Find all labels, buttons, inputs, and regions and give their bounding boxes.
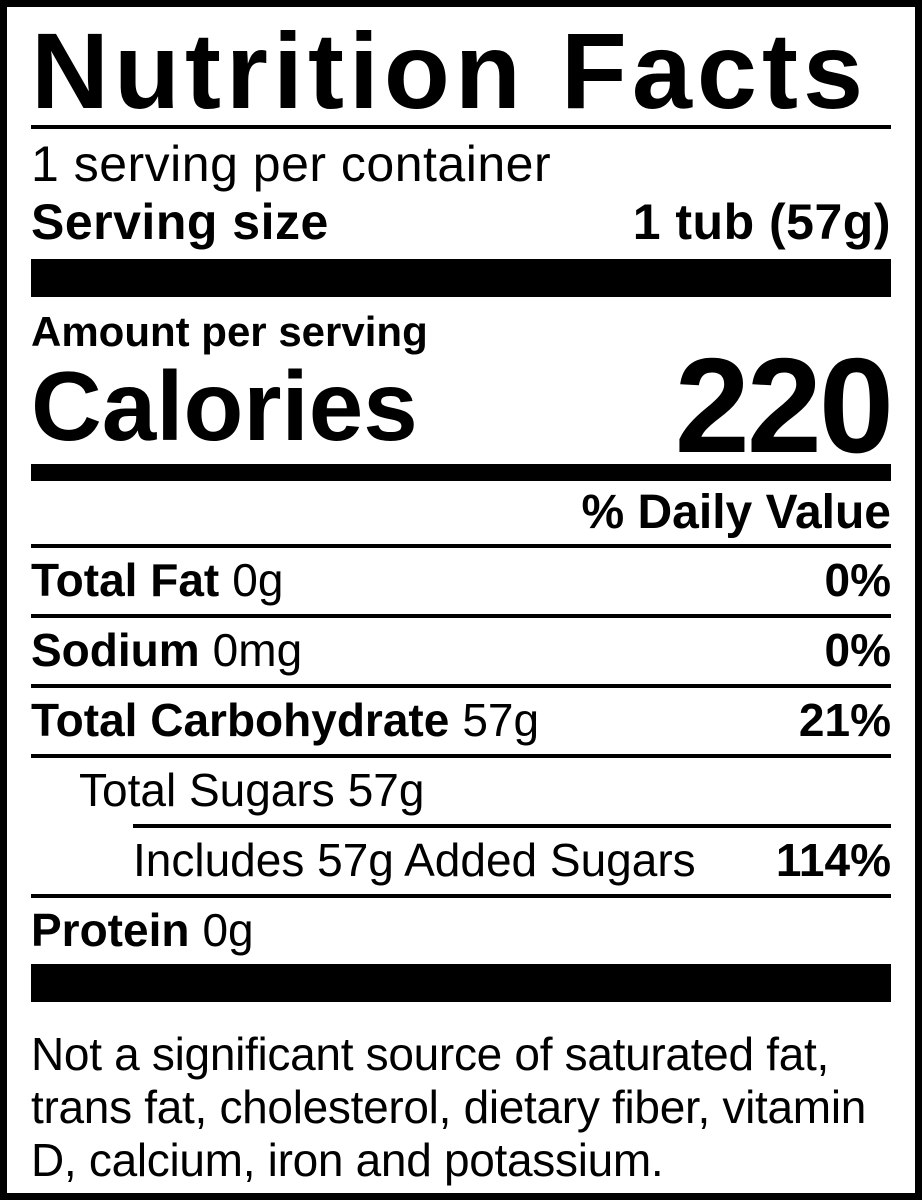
nutrient-label: Total Sugars [79,764,335,817]
nutrient-daily-value: 114% [775,834,891,887]
nutrient-label: Total Carbohydrate [31,694,450,747]
title-divider [31,125,891,129]
medium-separator-bar [31,464,891,482]
nutrient-daily-value: 0% [824,624,891,677]
nutrient-text: Sodium 0mg [31,627,302,673]
nutrient-text: Total Sugars 57g [31,767,424,813]
nutrient-label: Sodium [31,624,200,677]
nutrient-text: Includes 57g Added Sugars [31,837,696,883]
nutrient-text: Total Carbohydrate 57g [31,697,539,743]
thick-separator-bar-top [31,259,891,297]
calories-label: Calories [31,351,418,462]
nutrient-value: 0g [202,904,254,957]
nutrient-row-protein: Protein 0g [31,898,891,964]
nutrient-daily-value: 21% [798,694,891,747]
footnote: Not a significant source of saturated fa… [31,1028,867,1187]
nutrient-value: 57g [347,764,425,817]
thick-separator-bar-bottom [31,964,891,1003]
divider-indented [133,824,891,829]
serving-size-row: Serving size 1 tub (57g) [31,195,891,259]
divider [31,614,891,619]
divider [31,684,891,689]
nutrient-row-total-fat: Total Fat 0g 0% [31,548,891,614]
calories-row: Calories 220 [31,330,894,481]
nutrient-value: 57g [462,694,540,747]
nutrient-label: Includes 57g Added Sugars [133,834,696,887]
nutrient-row-total-carbohydrate: Total Carbohydrate 57g 21% [31,688,891,754]
nutrient-label: Total Fat [31,554,220,607]
nutrient-label: Protein [31,904,190,957]
divider [31,544,891,549]
serving-size-label: Serving size [31,194,329,250]
nutrient-value: 0mg [212,624,303,677]
nutrient-row-total-sugars: Total Sugars 57g [31,758,891,824]
amount-per-serving-label: Amount per serving [31,308,428,355]
calories-value: 220 [674,330,894,481]
nutrient-value: 0g [232,554,284,607]
divider [31,754,891,759]
daily-value-header: % Daily Value [581,486,892,540]
nutrient-text: Total Fat 0g [31,557,283,603]
servings-per-container: 1 serving per container [31,136,552,192]
nutrient-row-sodium: Sodium 0mg 0% [31,618,891,684]
label-title: Nutrition Facts [31,10,869,131]
serving-size-value: 1 tub (57g) [632,194,891,250]
nutrient-daily-value: 0% [824,554,891,607]
divider [31,894,891,899]
nutrient-row-added-sugars: Includes 57g Added Sugars 114% [31,828,891,894]
nutrient-text: Protein 0g [31,907,254,953]
